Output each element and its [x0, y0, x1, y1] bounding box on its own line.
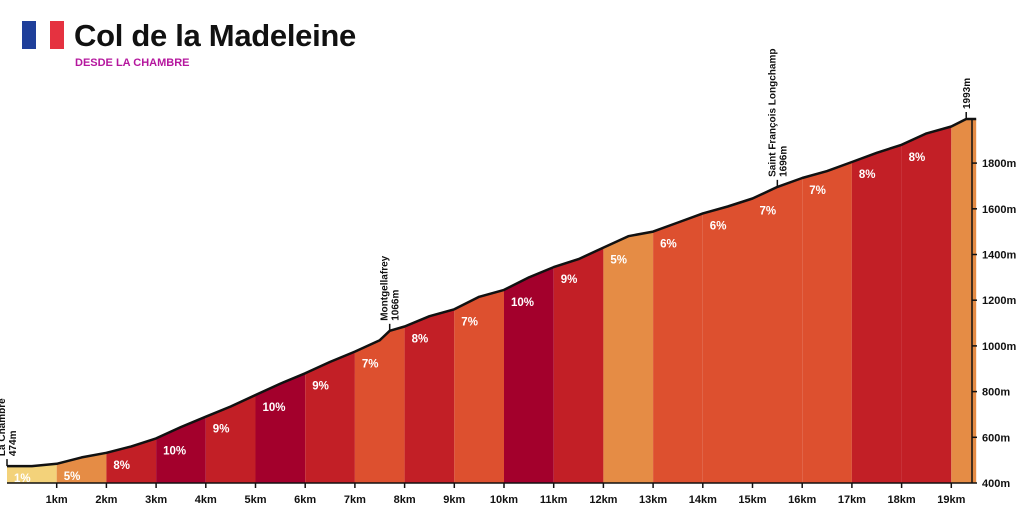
gradient-segment-8 — [354, 326, 405, 483]
gradient-label-3: 8% — [113, 460, 130, 472]
x-tick-label-1: 1km — [46, 494, 68, 506]
annotation-name: Saint François Longchamp — [767, 49, 778, 177]
annotation-elevation: 1993m — [962, 78, 973, 109]
annotation-2: Montgellafrey1066m — [380, 255, 402, 320]
france-flag-icon — [22, 21, 64, 49]
gradient-label-17: 7% — [809, 185, 826, 197]
y-tick-label-400: 400m — [982, 478, 1010, 490]
annotation-elevation: 1066m — [391, 290, 402, 321]
gradient-label-6: 10% — [263, 402, 286, 414]
chart-header: Col de la Madeleine DESDE LA CHAMBRE — [0, 0, 420, 80]
y-tick-label-800: 800m — [982, 387, 1010, 399]
x-tick-label-3: 3km — [145, 494, 167, 506]
gradient-label-1: 1% — [14, 473, 31, 485]
annotation-1: La Chambre474m — [0, 398, 19, 456]
y-tick-label-1200: 1200m — [982, 295, 1016, 307]
annotation-3: Saint François Longchamp1696m — [767, 49, 789, 177]
gradient-segment-11 — [504, 267, 554, 483]
x-tick-label-4: 4km — [195, 494, 217, 506]
x-tick-label-13: 13km — [639, 494, 667, 506]
x-tick-label-18: 18km — [888, 494, 916, 506]
y-tick-label-600: 600m — [982, 432, 1010, 444]
gradient-segment-14 — [653, 213, 703, 483]
chart-title: Col de la Madeleine — [74, 18, 356, 53]
gradient-segment-16 — [752, 178, 803, 483]
gradient-segment-1 — [7, 463, 57, 483]
x-tick-label-2: 2km — [95, 494, 117, 506]
y-tick-label-1400: 1400m — [982, 250, 1016, 262]
gradient-label-14: 6% — [660, 239, 677, 251]
annotation-elevation: 1696m — [778, 146, 789, 177]
flag-red-stripe — [50, 21, 64, 49]
gradient-segment-9 — [404, 309, 455, 483]
x-tick-label-11: 11km — [540, 494, 568, 506]
x-tick-label-16: 16km — [788, 494, 816, 506]
annotation-name: La Chambre — [0, 398, 8, 456]
x-tick-label-10: 10km — [490, 494, 518, 506]
annotation-name: Montgellafrey — [380, 255, 391, 320]
gradient-segment-17 — [802, 162, 852, 483]
x-tick-label-14: 14km — [689, 494, 717, 506]
gradient-label-18: 8% — [859, 169, 876, 181]
x-tick-label-8: 8km — [394, 494, 416, 506]
gradient-segment-7 — [305, 351, 355, 483]
gradient-label-16: 7% — [760, 206, 777, 218]
x-tick-label-15: 15km — [738, 494, 766, 506]
gradient-label-8: 7% — [362, 359, 379, 371]
gradient-segment-2 — [56, 452, 107, 483]
gradient-segment-20 — [951, 119, 977, 483]
gradient-segment-15 — [702, 198, 753, 483]
annotation-elevation: 474m — [8, 430, 19, 456]
chart-subtitle: DESDE LA CHAMBRE — [75, 57, 190, 69]
x-tick-label-17: 17km — [838, 494, 866, 506]
gradient-segment-13 — [603, 231, 654, 483]
gradient-segment-19 — [901, 126, 952, 483]
gradient-segment-3 — [106, 438, 157, 483]
gradient-segment-12 — [553, 247, 604, 483]
gradient-label-12: 9% — [561, 274, 578, 286]
y-tick-label-1000: 1000m — [982, 341, 1016, 353]
gradient-label-19: 8% — [909, 152, 926, 164]
y-tick-label-1800: 1800m — [982, 158, 1016, 170]
gradient-segment-18 — [851, 144, 902, 484]
flag-white-stripe — [36, 21, 50, 49]
gradient-segment-5 — [205, 395, 256, 483]
gradient-label-4: 10% — [163, 445, 186, 457]
gradient-label-7: 9% — [312, 380, 329, 392]
x-tick-label-6: 6km — [294, 494, 316, 506]
gradient-label-9: 8% — [412, 334, 429, 346]
gradient-label-10: 7% — [461, 316, 478, 328]
x-tick-label-5: 5km — [244, 494, 266, 506]
gradient-segment-6 — [255, 373, 306, 483]
annotation-4: 1993m — [962, 78, 973, 109]
gradient-label-11: 10% — [511, 297, 534, 309]
x-tick-label-12: 12km — [589, 494, 617, 506]
gradient-label-2: 5% — [64, 471, 81, 483]
x-tick-label-7: 7km — [344, 494, 366, 506]
gradient-segment-10 — [454, 289, 504, 483]
x-tick-label-9: 9km — [443, 494, 465, 506]
x-tick-label-19: 19km — [937, 494, 965, 506]
elevation-profile-line — [7, 117, 977, 468]
y-tick-label-1600: 1600m — [982, 204, 1016, 216]
gradient-label-15: 6% — [710, 220, 727, 232]
flag-blue-stripe — [22, 21, 36, 49]
gradient-label-5: 9% — [213, 424, 230, 436]
gradient-label-13: 5% — [610, 255, 627, 267]
